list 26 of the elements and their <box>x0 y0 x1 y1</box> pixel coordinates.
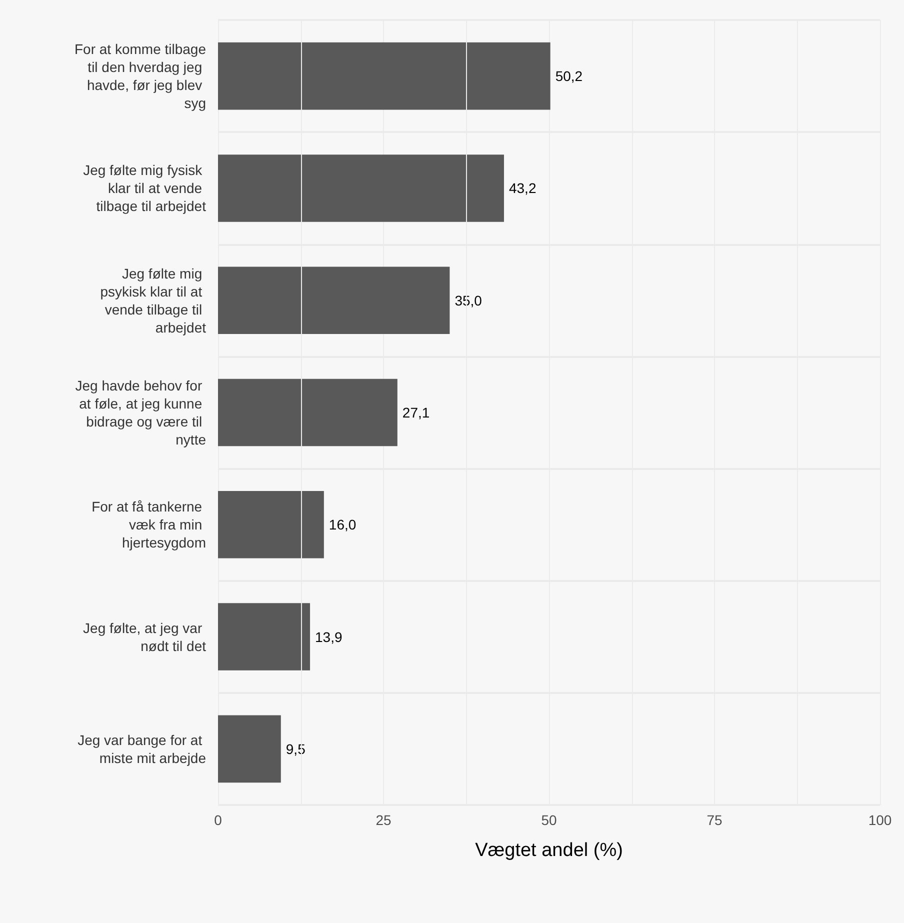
y-tick-label: For at få tankerne væk fra min hjertesygdom <box>92 498 206 551</box>
y-tick-label: Jeg følte mig psykisk klar til at vende tilbage til arbejdet <box>100 265 206 336</box>
y-tick-label: For at komme tilbage til den hverdag jeg havde, før jeg blev syg <box>74 41 206 112</box>
x-axis-title: Vægtet andel (%) <box>475 840 623 861</box>
data-label: 13,9 <box>315 628 342 645</box>
bar <box>218 491 324 558</box>
bar <box>218 42 550 110</box>
bar <box>218 378 398 446</box>
x-tick-label: 75 <box>706 812 722 828</box>
x-tick-label: 0 <box>214 812 222 828</box>
x-tick-label: 100 <box>868 812 892 828</box>
y-tick-label: Jeg følte mig fysisk klar til at vende tilbage til arbejdet <box>83 162 206 214</box>
bar <box>218 266 450 334</box>
data-label: 50,2 <box>555 68 583 84</box>
data-label: 27,1 <box>402 404 430 420</box>
data-label: 43,2 <box>508 180 536 196</box>
bar <box>218 603 310 670</box>
x-tick-label: 50 <box>541 812 557 828</box>
y-tick-label: Jeg følte, at jeg var nødt til det <box>83 620 206 654</box>
data-label: 35,0 <box>454 292 482 308</box>
x-tick-label: 25 <box>376 812 392 828</box>
y-tick-label: Jeg var bange for at miste mit arbejde <box>78 732 206 766</box>
bar <box>218 154 504 222</box>
y-tick-label: Jeg havde behov for at føle, at jeg kunne bidrage og være til nytte <box>75 378 206 448</box>
data-label: 16,0 <box>328 516 356 533</box>
bar <box>218 715 281 783</box>
